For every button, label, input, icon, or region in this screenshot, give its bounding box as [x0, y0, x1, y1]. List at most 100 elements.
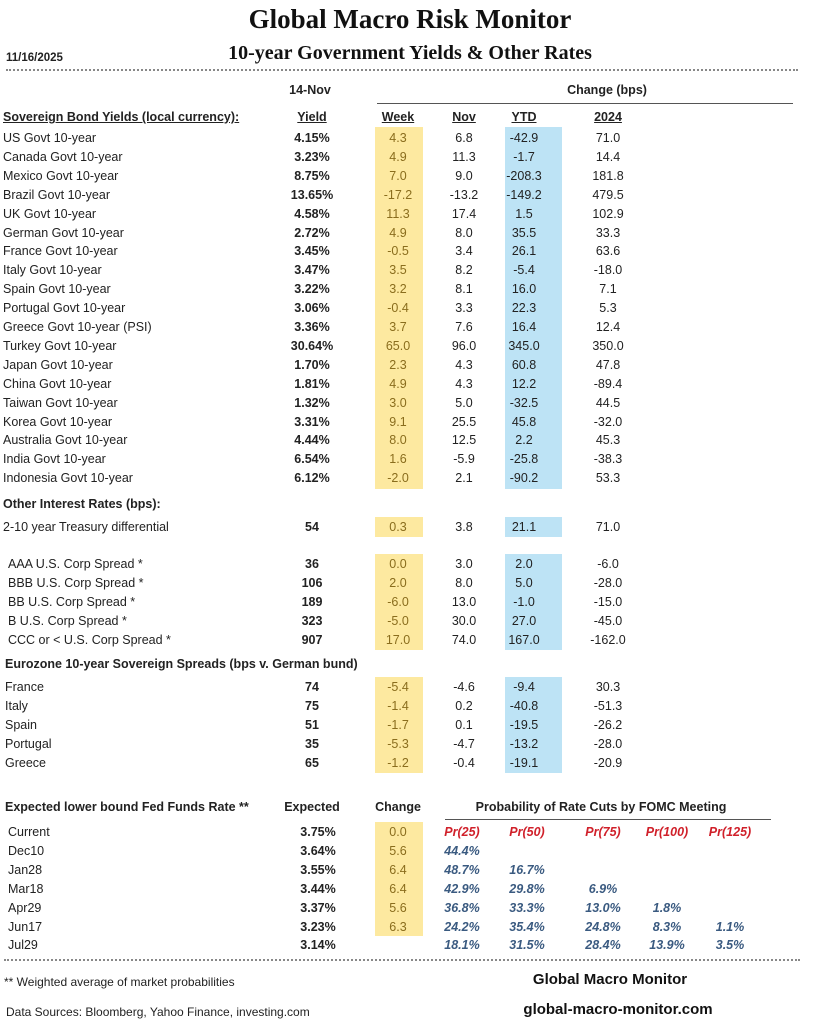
change-2024: -45.0 [593, 613, 623, 628]
footnote: ** Weighted average of market probabilit… [4, 975, 235, 989]
nov-change: -5.9 [453, 452, 475, 467]
col-ytd: YTD [511, 110, 537, 124]
value-cell: 1.81% [294, 376, 330, 391]
value-cell: 3.36% [294, 320, 330, 334]
nov-change: -4.6 [453, 680, 475, 694]
nov-change: 4.3 [455, 357, 473, 372]
fomc-meeting: Jan28 [8, 862, 43, 877]
week-change: 2.3 [389, 357, 407, 372]
nov-change: 8.1 [455, 282, 473, 297]
nov-change: 8.0 [455, 225, 473, 240]
value-cell: 4.44% [294, 433, 330, 448]
cut-probability: 42.9% [444, 881, 480, 896]
fed-change-header: Change [375, 800, 421, 814]
row-label: India Govt 10-year [3, 452, 106, 467]
value-cell: 30.64% [290, 338, 334, 353]
ytd-change: -208.3 [506, 168, 542, 183]
row-label: Spain Govt 10-year [3, 282, 111, 297]
row-label: Indonesia Govt 10-year [3, 471, 133, 486]
ytd-change: 16.4 [511, 320, 537, 334]
cut-probability: 6.9% [588, 881, 618, 896]
cut-probability: 48.7% [444, 862, 480, 877]
row-label: Portugal Govt 10-year [3, 301, 126, 316]
nov-change: 0.1 [455, 717, 473, 732]
value-cell: 6.12% [294, 471, 330, 486]
nov-change: 5.0 [455, 395, 473, 410]
data-sources: Data Sources: Bloomberg, Yahoo Finance, … [6, 1005, 310, 1019]
nov-change: 2.1 [455, 471, 473, 486]
ytd-change: 35.5 [511, 225, 537, 240]
prob-header: Pr(75) [585, 825, 621, 839]
change-header: Change (bps) [567, 83, 647, 97]
change-2024: -15.0 [593, 594, 623, 609]
brand-site[interactable]: global-macro-monitor.com [523, 1001, 713, 1018]
prob-header: Pr(25) [444, 825, 480, 839]
ytd-change: -40.8 [509, 698, 539, 713]
row-label: Greece Govt 10-year (PSI) [3, 320, 152, 334]
nov-change: 74.0 [451, 632, 477, 647]
change-2024: 14.4 [595, 149, 621, 164]
ytd-change: 27.0 [511, 613, 537, 628]
change-2024: -28.0 [593, 736, 623, 751]
page-subtitle: 10-year Government Yields & Other Rates [228, 42, 592, 64]
change-2024: 45.3 [595, 433, 621, 448]
week-change: -2.0 [387, 471, 409, 486]
nov-change: 3.8 [455, 520, 473, 534]
row-label: China Govt 10-year [3, 376, 112, 391]
week-change: -6.0 [387, 594, 409, 609]
week-change: -1.2 [387, 755, 409, 770]
week-change: 17.0 [385, 632, 411, 647]
nov-change: 25.5 [451, 414, 477, 429]
week-highlight [375, 517, 423, 537]
nov-change: 3.4 [455, 244, 473, 259]
change-2024: 30.3 [595, 680, 621, 694]
value-cell: 4.58% [294, 206, 330, 221]
nov-change: 9.0 [455, 168, 473, 183]
week-change: 3.5 [389, 263, 407, 278]
ytd-change: 16.0 [511, 282, 537, 297]
nov-change: -4.7 [453, 736, 475, 751]
ytd-change: -13.2 [509, 736, 539, 751]
ytd-change: 45.8 [511, 414, 537, 429]
row-label: 2-10 year Treasury differential [3, 520, 169, 534]
nov-change: 17.4 [451, 206, 477, 221]
week-change: 8.0 [389, 433, 407, 448]
fomc-meeting: Mar18 [8, 881, 44, 896]
rate-change: 5.6 [389, 843, 407, 858]
value-cell: 3.06% [294, 301, 330, 316]
ytd-change: 12.2 [511, 376, 537, 391]
change-underline [377, 103, 793, 104]
prob-header: Pr(50) [509, 825, 545, 839]
cut-probability: 1.1% [715, 919, 745, 934]
row-label: Turkey Govt 10-year [3, 338, 117, 353]
row-label: Taiwan Govt 10-year [3, 395, 118, 410]
expected-rate: 3.14% [300, 938, 336, 953]
week-highlight [375, 677, 423, 773]
prob-underline [445, 819, 771, 820]
rate-change: 6.4 [389, 881, 407, 896]
expected-rate: 3.37% [300, 900, 336, 915]
nov-change: 7.6 [455, 320, 473, 334]
row-label: US Govt 10-year [3, 131, 97, 145]
ytd-highlight [505, 127, 562, 489]
col-2024: 2024 [594, 110, 622, 124]
week-change: 2.0 [389, 575, 407, 590]
nov-change: 11.3 [452, 149, 476, 164]
week-change: -0.5 [387, 244, 409, 259]
row-label: BB U.S. Corp Spread * [8, 594, 136, 609]
change-2024: 5.3 [599, 301, 617, 316]
cut-probability: 18.1% [444, 938, 480, 953]
nov-change: 4.3 [455, 376, 473, 391]
change-2024: 479.5 [592, 187, 624, 202]
value-cell: 323 [301, 613, 323, 628]
cut-probability: 3.5% [715, 938, 745, 953]
row-label: Australia Govt 10-year [3, 433, 128, 448]
change-2024: 71.0 [595, 131, 621, 145]
rate-change: 5.6 [389, 900, 407, 915]
row-label: Portugal [5, 736, 52, 751]
change-2024: -26.2 [593, 717, 623, 732]
change-2024: 47.8 [595, 357, 621, 372]
cut-probability: 1.8% [652, 900, 682, 915]
value-cell: 3.31% [294, 414, 330, 429]
week-change: 65.0 [385, 338, 411, 353]
